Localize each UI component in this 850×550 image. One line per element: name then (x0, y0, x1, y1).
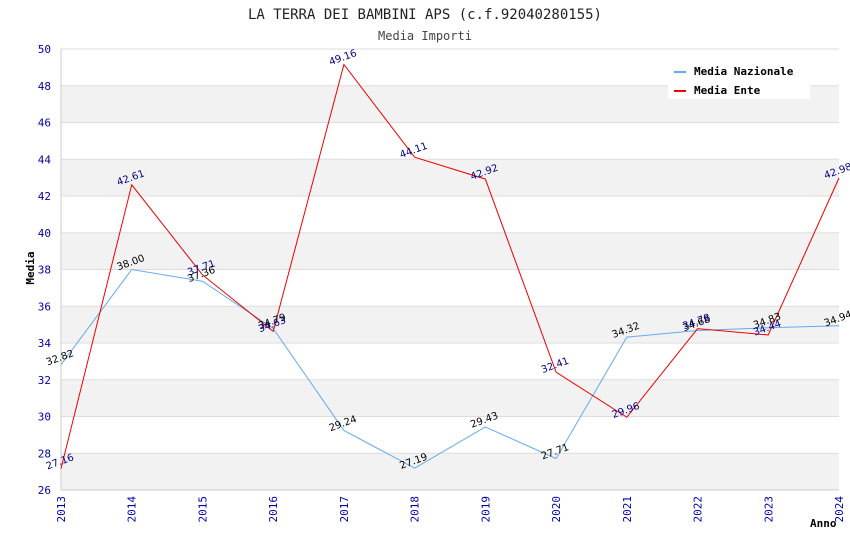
series-lines (60, 63, 840, 469)
background-band (61, 269, 839, 307)
x-tick-label: 2016 (267, 496, 280, 523)
axes (60, 49, 839, 491)
background-band (61, 159, 839, 196)
x-tick-label: 2021 (621, 496, 634, 523)
x-tick-label: 2024 (833, 496, 846, 523)
y-tick-label: 46 (38, 117, 51, 130)
y-tick-label: 34 (38, 337, 52, 350)
y-tick-label: 40 (38, 227, 51, 240)
y-tick-label: 44 (38, 153, 52, 166)
y-tick-label: 28 (38, 447, 51, 460)
x-tick-label: 2013 (55, 496, 68, 523)
background-band (61, 306, 839, 343)
x-tick-label: 2019 (479, 496, 492, 523)
x-axis-title: Anno (810, 517, 837, 530)
legend: Media Nazionale Media Ente (668, 59, 810, 99)
y-tick-label: 48 (38, 80, 51, 93)
y-tick-label: 30 (38, 411, 51, 424)
y-tick-labels: 26 28 30 32 34 36 38 40 42 44 46 48 50 (38, 43, 52, 497)
x-tick-labels: 2013 2014 2015 2016 2017 2018 2019 2020 2021 2022… (55, 496, 846, 523)
background-band (61, 122, 839, 160)
x-tick-label: 2022 (692, 496, 705, 523)
y-tick-label: 36 (38, 300, 51, 313)
series-line-media-ente (60, 63, 840, 469)
x-tick-label: 2018 (409, 496, 422, 523)
chart-title: LA TERRA DEI BAMBINI APS (c.f.9204028015… (248, 7, 602, 23)
background-band (61, 232, 839, 270)
background-bands (61, 49, 839, 490)
y-tick-label: 42 (38, 190, 51, 203)
x-tick-label: 2014 (126, 496, 139, 523)
chart-subtitle: Media Importi (378, 29, 472, 43)
y-axis-title: Media (24, 251, 37, 284)
x-tick-label: 2023 (762, 496, 775, 523)
background-band (61, 379, 839, 417)
legend-label-media-ente: Media Ente (694, 84, 761, 97)
background-band (61, 453, 839, 490)
y-tick-label: 32 (38, 374, 51, 387)
x-tick-label: 2020 (550, 496, 563, 523)
legend-label-media-nazionale: Media Nazionale (694, 65, 794, 78)
background-band (61, 343, 839, 380)
background-band (61, 196, 839, 233)
y-tick-label: 26 (38, 484, 51, 497)
x-tick-label: 2015 (196, 496, 209, 523)
y-tick-label: 38 (38, 264, 51, 277)
x-tick-label: 2017 (338, 496, 351, 523)
legend-box (668, 59, 810, 99)
y-tick-label: 50 (38, 43, 51, 56)
